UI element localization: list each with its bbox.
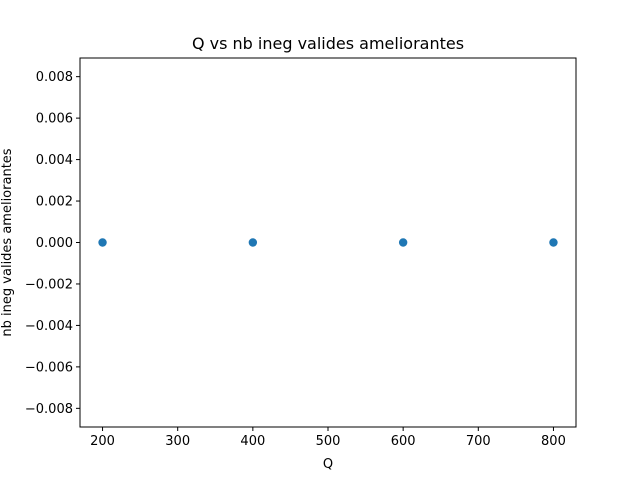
x-tick-label: 800	[541, 434, 566, 449]
data-point	[248, 238, 258, 247]
data-point	[98, 238, 107, 247]
x-tick-label: 300	[165, 434, 190, 449]
y-tick-label: −0.008	[25, 402, 73, 417]
x-tick-label: 700	[466, 434, 491, 449]
y-ticks: −0.008 −0.006 −0.004 −0.002 0.000 0.002 0.004 0…	[25, 70, 80, 417]
x-tick-label: 200	[90, 434, 115, 449]
data-points	[98, 238, 558, 247]
x-axis-label: Q	[323, 457, 333, 472]
x-tick-label: 400	[240, 434, 265, 449]
y-tick-label: 0.008	[36, 70, 73, 85]
y-tick-label: −0.004	[25, 319, 73, 334]
plot-frame	[79, 57, 577, 428]
data-point	[398, 238, 408, 247]
y-tick-label: −0.002	[25, 277, 73, 292]
y-tick-label: 0.000	[36, 236, 73, 251]
y-tick-label: 0.006	[36, 112, 73, 127]
y-tick-label: 0.002	[36, 195, 73, 210]
y-axis-label: nb ineg valides ameliorantes	[0, 148, 15, 336]
x-tick-label: 500	[316, 434, 341, 449]
y-tick-label: 0.004	[36, 153, 73, 168]
chart-title: Q vs nb ineg valides ameliorantes	[192, 34, 464, 53]
x-tick-label: 600	[391, 434, 416, 449]
data-point	[549, 238, 558, 247]
y-tick-label: −0.006	[25, 360, 73, 375]
x-ticks: 200 300 400 500 600 700 800	[90, 427, 566, 449]
